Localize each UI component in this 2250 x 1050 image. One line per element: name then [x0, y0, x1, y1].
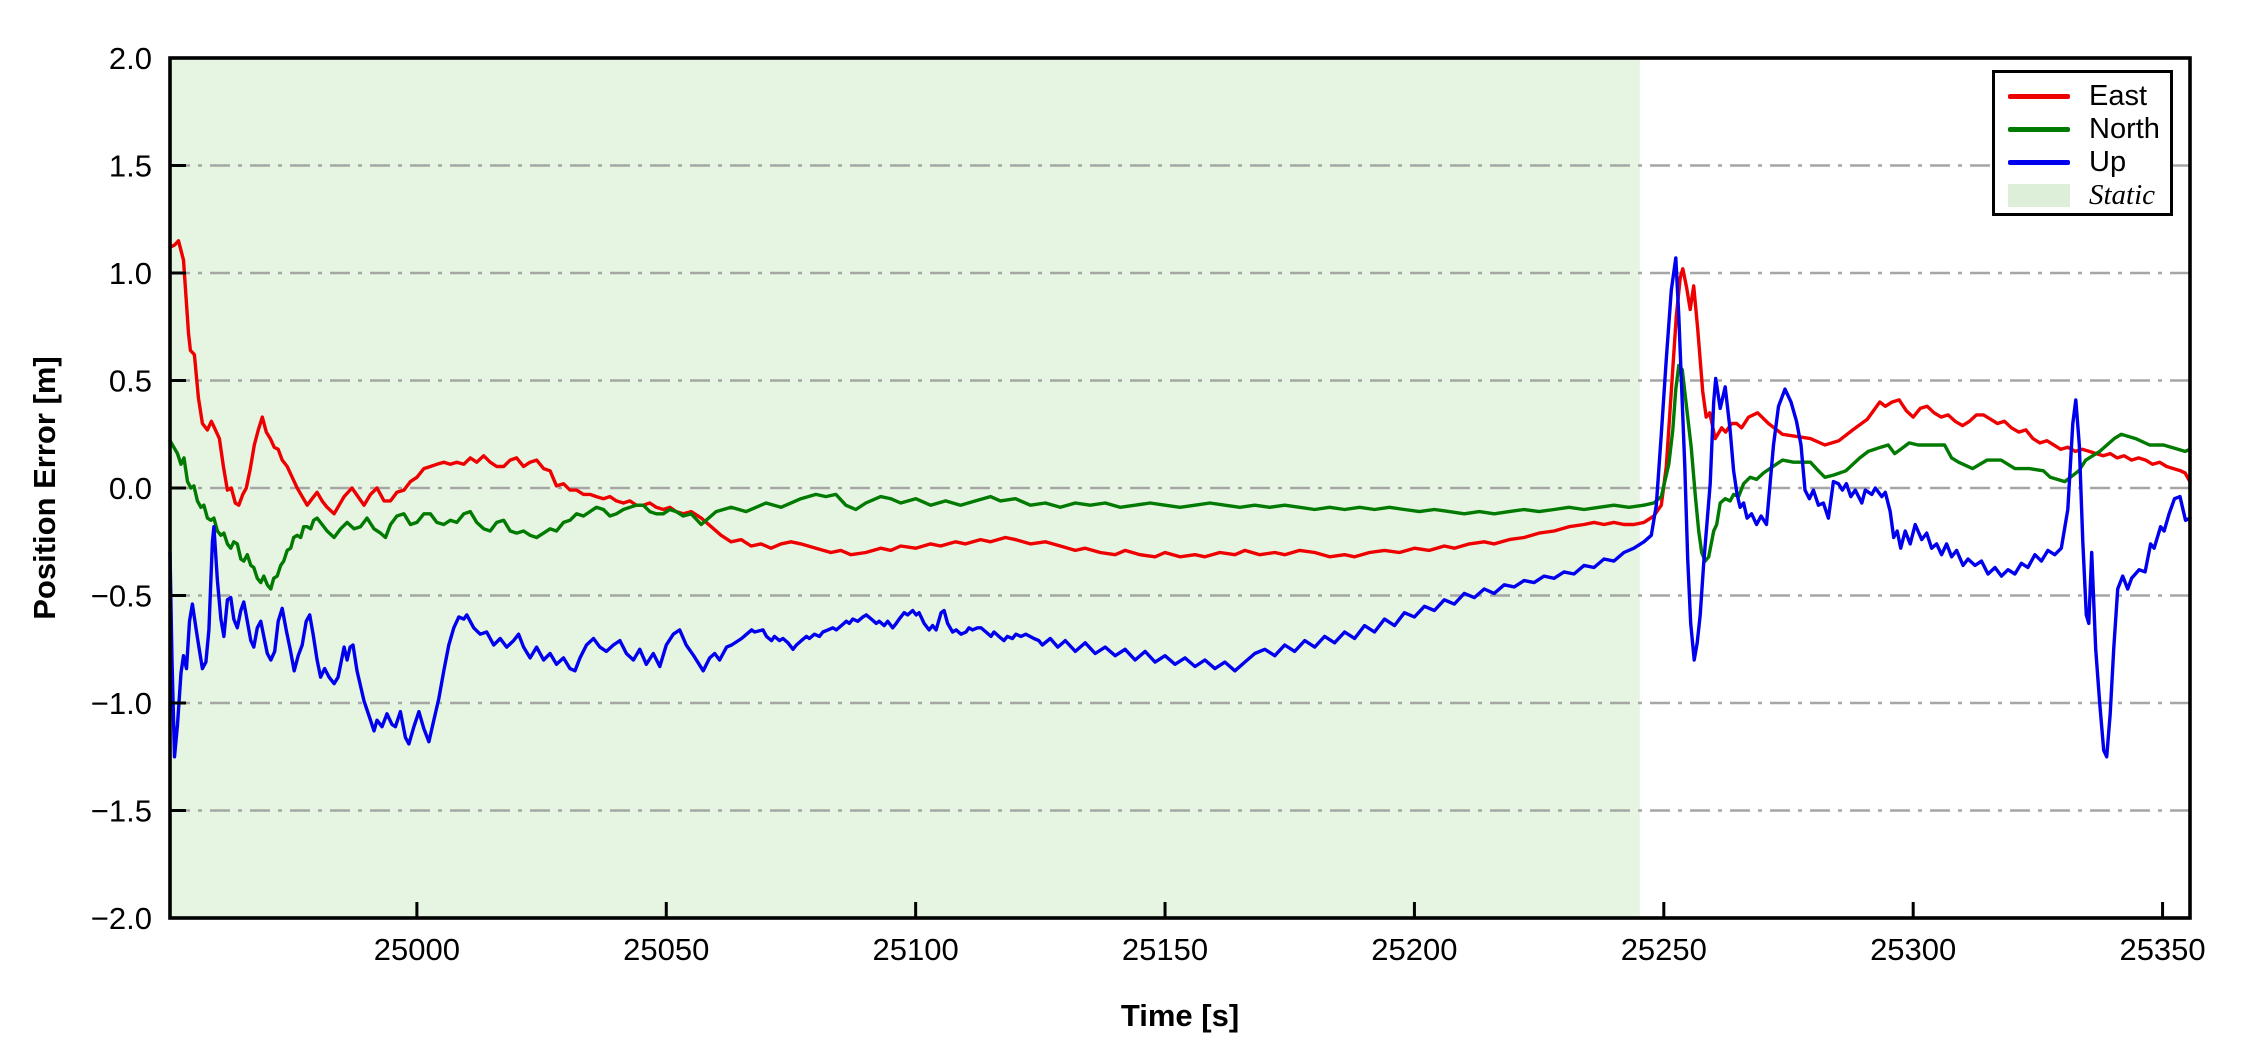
x-tick-label: 25200: [1371, 932, 1457, 967]
y-tick-label: 0.5: [109, 364, 152, 399]
y-tick-label: 1.0: [109, 256, 152, 291]
y-axis-title: Position Error [m]: [27, 356, 62, 620]
y-tick-label: 2.0: [109, 41, 152, 76]
legend-patch-swatch: [2008, 184, 2070, 207]
y-tick-label: −1.0: [91, 686, 152, 721]
series-up-line: [168, 256, 2192, 759]
legend-item-up: Up: [2008, 146, 2170, 179]
x-tick-label: 25000: [374, 932, 460, 967]
legend-item-static: Static: [2008, 179, 2170, 212]
x-axis-title: Time [s]: [1120, 998, 1240, 1033]
x-tick-label: 25250: [1621, 932, 1707, 967]
x-tick-label: 25050: [623, 932, 709, 967]
legend-label: Up: [2089, 146, 2127, 178]
x-tick-label: 25350: [2119, 932, 2205, 967]
series-east-line: [168, 239, 2192, 559]
legend-line-swatch: [2008, 127, 2070, 132]
x-tick-label: 25100: [873, 932, 959, 967]
y-tick-label: −0.5: [91, 579, 152, 614]
legend-line-swatch: [2008, 94, 2070, 99]
y-tick-label: −2.0: [91, 901, 152, 936]
x-tick-label: 25300: [1870, 932, 1956, 967]
legend-line-swatch: [2008, 160, 2070, 165]
y-tick-label: −1.5: [91, 794, 152, 829]
y-tick-label: 1.5: [109, 149, 152, 184]
x-tick-label: 25150: [1122, 932, 1208, 967]
legend-label: Static: [2089, 179, 2156, 211]
legend-item-east: East: [2008, 80, 2170, 113]
y-tick-label: 0.0: [109, 471, 152, 506]
legend: East North Up Static: [1992, 70, 2173, 216]
legend-item-north: North: [2008, 113, 2170, 146]
legend-label: North: [2089, 113, 2160, 145]
legend-label: East: [2089, 80, 2148, 112]
